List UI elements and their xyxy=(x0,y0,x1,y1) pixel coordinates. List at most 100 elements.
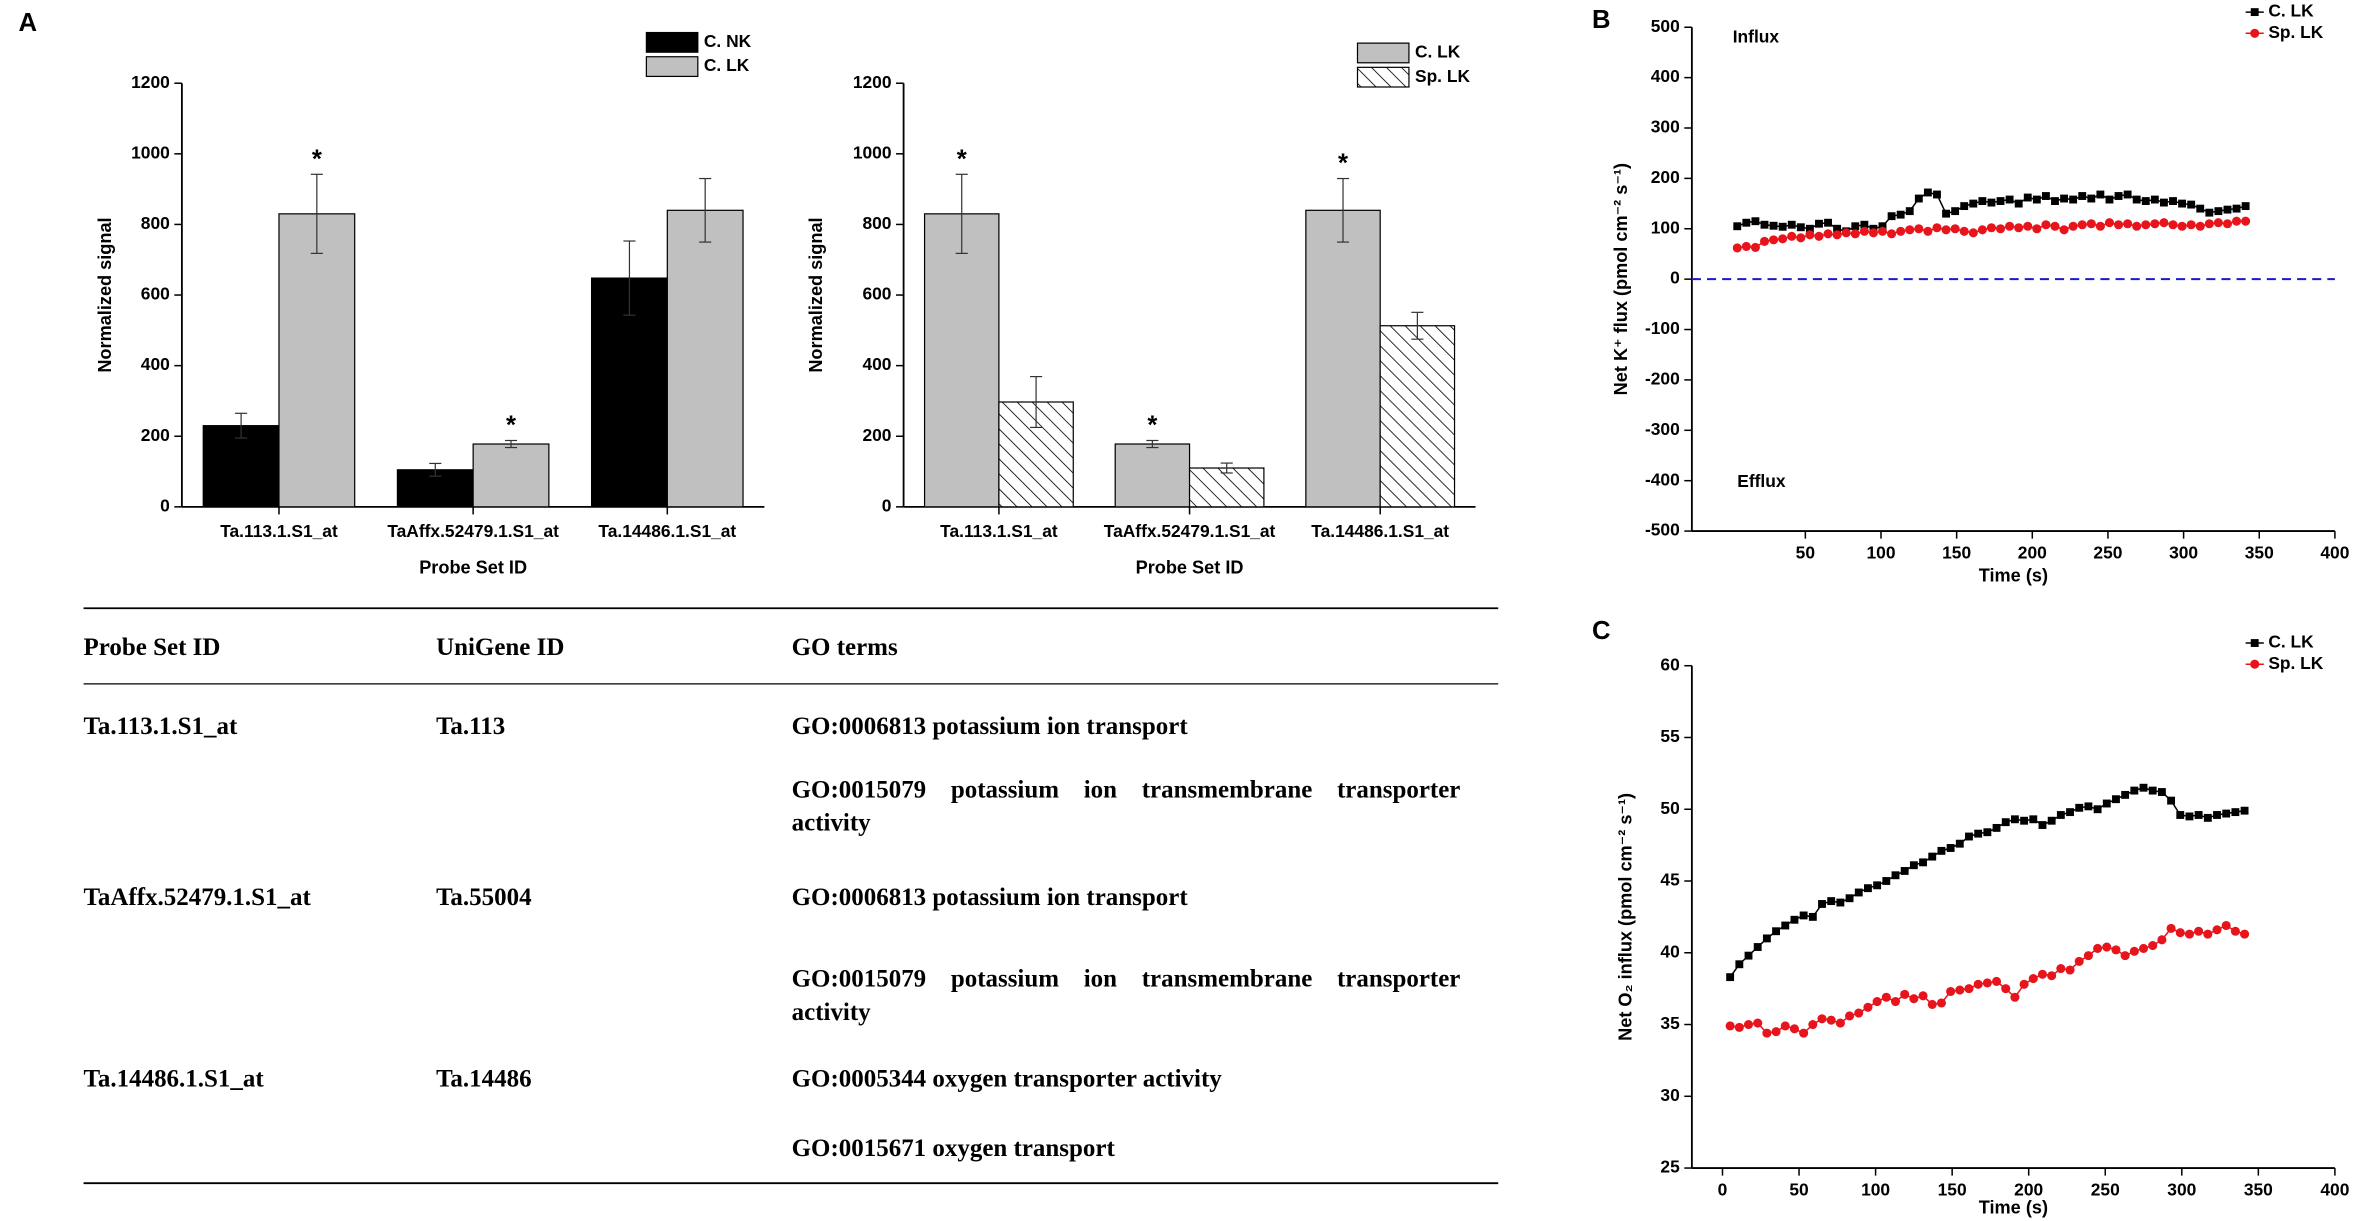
table-header: GO terms xyxy=(792,632,898,661)
legend-label: Sp. LK xyxy=(1415,66,1470,86)
y-tick-label: 0 xyxy=(1670,268,1680,288)
legend-swatch xyxy=(645,31,699,53)
x-tick-label: 400 xyxy=(2320,542,2349,562)
x-axis-label: Probe Set ID xyxy=(419,558,527,578)
table-cell-text: Ta.14486 xyxy=(436,1063,532,1093)
y-tick-label: 0 xyxy=(882,495,892,515)
legend-marker xyxy=(2250,8,2259,17)
marker xyxy=(2241,202,2250,211)
marker xyxy=(1759,236,1770,246)
panel-label: A xyxy=(18,9,37,37)
marker xyxy=(2194,811,2203,819)
marker xyxy=(1725,1021,1735,1031)
marker xyxy=(2231,808,2240,817)
error-bar xyxy=(1220,462,1233,474)
marker xyxy=(2240,929,2250,939)
marker xyxy=(2157,788,2166,796)
x-axis-label: Time (s) xyxy=(1979,1198,2048,1218)
table-cell: Ta.113.1.S1_at xyxy=(84,711,238,740)
legend-label: C. NK xyxy=(704,31,752,51)
marker xyxy=(2222,809,2231,818)
marker xyxy=(2029,815,2038,824)
marker xyxy=(2059,225,2069,235)
marker xyxy=(1983,828,1992,837)
marker xyxy=(2121,790,2130,799)
marker xyxy=(1826,1015,1836,1025)
marker xyxy=(1789,1024,1799,1034)
marker xyxy=(1951,207,1960,216)
bar xyxy=(1379,325,1456,508)
marker xyxy=(1996,197,2005,205)
x-axis-label: Probe Set ID xyxy=(1136,558,1244,578)
bar xyxy=(1188,467,1265,508)
marker xyxy=(1987,198,1996,207)
legend-swatch xyxy=(1356,42,1410,64)
marker xyxy=(2105,195,2114,204)
error-bar xyxy=(235,412,248,439)
marker xyxy=(2038,821,2047,829)
marker xyxy=(1796,233,1806,243)
marker xyxy=(1778,234,1788,244)
marker xyxy=(2194,926,2204,936)
marker xyxy=(1823,229,1833,239)
marker xyxy=(1733,222,1742,231)
marker xyxy=(1960,202,1969,211)
marker xyxy=(2095,221,2105,231)
marker xyxy=(2041,220,2051,230)
marker xyxy=(1854,1008,1864,1018)
marker xyxy=(1896,226,1906,236)
marker xyxy=(2196,204,2205,213)
marker xyxy=(2001,984,2011,994)
x-tick-label: 350 xyxy=(2244,1179,2273,1199)
marker xyxy=(1750,242,1760,252)
marker xyxy=(2102,799,2111,808)
bar xyxy=(1305,209,1381,508)
x-tick-label: 100 xyxy=(1866,542,1895,562)
marker xyxy=(2213,811,2221,819)
marker xyxy=(2093,943,2103,953)
y-tick-label: 200 xyxy=(1651,167,1680,187)
marker xyxy=(2001,818,2010,827)
y-tick-label: 35 xyxy=(1660,1013,1680,1033)
marker xyxy=(2223,205,2232,214)
marker xyxy=(2077,220,2087,230)
marker xyxy=(2123,190,2132,199)
y-tick-label: 600 xyxy=(141,284,170,304)
marker xyxy=(1959,226,1969,236)
marker xyxy=(1817,1014,1827,1024)
x-axis-label: Time (s) xyxy=(1979,565,2048,585)
marker xyxy=(1914,224,1924,234)
marker xyxy=(1818,900,1826,908)
marker xyxy=(2023,193,2032,202)
marker xyxy=(1769,221,1778,230)
marker xyxy=(1872,997,1882,1007)
marker xyxy=(2078,192,2087,200)
marker xyxy=(1859,226,1869,236)
error-bar xyxy=(955,173,968,254)
line xyxy=(1729,786,2245,978)
marker xyxy=(1753,943,1762,951)
marker xyxy=(2204,219,2214,229)
marker xyxy=(1919,858,1927,867)
y-tick-label: 40 xyxy=(1660,941,1679,961)
x-tick-label: 150 xyxy=(1938,1179,1967,1199)
marker xyxy=(2056,811,2065,819)
marker xyxy=(1887,229,1897,239)
marker xyxy=(2120,951,2130,961)
table-cell-text: GO:0015079 potassium ion transmembrane t… xyxy=(791,774,1461,837)
x-tick-label: 200 xyxy=(2014,1179,2043,1199)
marker xyxy=(2214,207,2223,216)
marker xyxy=(1808,912,1817,921)
table-cell-text: Ta.113 xyxy=(436,711,506,740)
x-tick-label: 100 xyxy=(1861,1179,1890,1199)
y-tick-label: 400 xyxy=(141,354,170,374)
y-tick-label: 0 xyxy=(160,495,170,515)
x-tick-label: 350 xyxy=(2245,542,2274,562)
marker xyxy=(1936,998,1946,1008)
marker xyxy=(1950,224,1960,234)
marker xyxy=(1805,230,1815,240)
marker xyxy=(2074,956,2084,966)
marker xyxy=(2166,923,2176,933)
error-bar xyxy=(310,173,323,254)
error-bar xyxy=(1030,375,1043,429)
